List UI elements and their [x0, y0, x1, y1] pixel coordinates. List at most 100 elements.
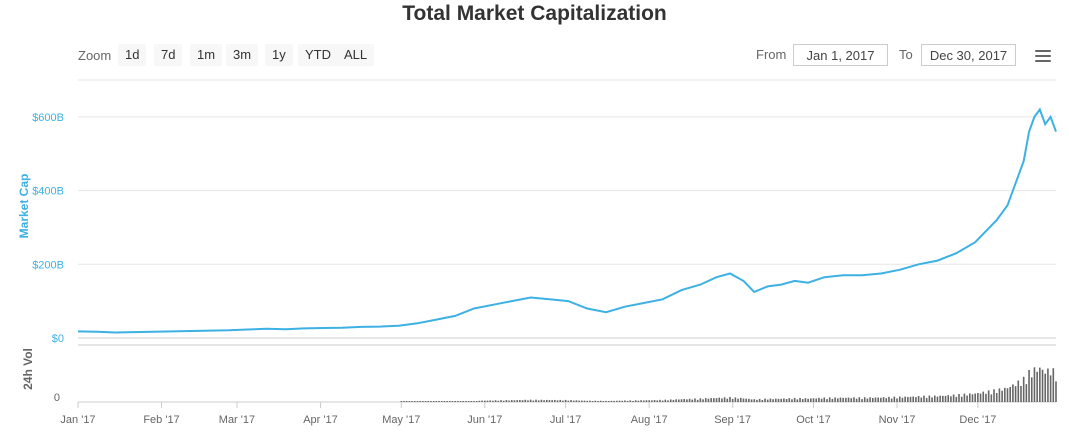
volume-bar — [465, 401, 467, 402]
volume-bar — [1017, 380, 1020, 402]
volume-bar — [562, 400, 564, 402]
volume-bar — [521, 400, 524, 402]
volume-bar — [896, 398, 898, 402]
volume-bar — [616, 400, 618, 402]
x-tick-label: Sep '17 — [714, 414, 751, 426]
x-tick-label: May '17 — [382, 414, 420, 426]
volume-bar — [543, 400, 545, 402]
volume-bar — [871, 398, 874, 402]
x-tick-label: Apr '17 — [303, 414, 338, 426]
zoom-all-button[interactable]: ALL — [337, 44, 375, 66]
volume-bar — [950, 396, 952, 402]
volume-bar — [610, 400, 613, 402]
volume-bar — [696, 399, 699, 402]
volume-bar — [594, 400, 597, 402]
volume-bar — [637, 400, 640, 402]
volume-bar — [815, 398, 818, 402]
volume-bar — [912, 396, 915, 402]
volume-bar — [551, 400, 553, 402]
volume-bar — [446, 401, 448, 402]
volume-bar — [982, 391, 985, 402]
volume-bar — [422, 401, 424, 402]
volume-bar — [831, 398, 834, 402]
volume-bar — [537, 400, 540, 402]
volume-bar — [812, 398, 815, 402]
volume-bar — [799, 397, 801, 402]
volume-bar — [443, 401, 446, 402]
volume-bar — [1006, 388, 1009, 402]
volume-bar — [675, 399, 677, 402]
volume-bar — [653, 400, 656, 402]
volume-bar — [925, 398, 928, 402]
volume-bar — [915, 397, 917, 402]
volume-bar — [621, 400, 624, 402]
volume-bar — [842, 397, 844, 402]
volume-bar — [761, 399, 764, 402]
volume-bar — [1012, 384, 1014, 402]
volume-bar — [1028, 369, 1030, 402]
volume-bar — [408, 401, 411, 402]
volume-bar — [818, 397, 820, 402]
y-tick-label: $600B — [32, 112, 64, 124]
volume-bar — [632, 400, 634, 402]
volume-bar — [963, 393, 966, 402]
volume-bar — [1004, 387, 1006, 402]
volume-bar — [890, 398, 893, 402]
volume-bar — [933, 395, 936, 402]
volume-bar — [977, 393, 979, 402]
volume-bar — [672, 399, 675, 402]
volume-bar — [583, 400, 586, 402]
volume-bar — [1020, 385, 1022, 402]
y-tick-label: $200B — [32, 259, 64, 271]
volume-bar — [713, 398, 715, 402]
volume-bar — [1044, 373, 1047, 402]
volume-bar — [484, 400, 486, 402]
x-tick-label: Nov '17 — [879, 414, 916, 426]
volume-bar — [678, 399, 680, 402]
zoom-ytd-button[interactable]: YTD — [298, 44, 338, 66]
volume-bar — [459, 401, 462, 402]
volume-bar — [1030, 377, 1033, 402]
volume-bar — [847, 397, 850, 402]
zoom-1y-button[interactable]: 1y — [265, 44, 293, 66]
volume-bar — [836, 398, 839, 402]
volume-bar — [548, 400, 551, 402]
y-tick-label: $0 — [52, 333, 64, 345]
volume-bar — [753, 399, 756, 402]
volume-bar — [605, 400, 607, 402]
volume-bar — [400, 401, 403, 402]
volume-bar — [995, 393, 998, 402]
volume-bar — [880, 397, 882, 402]
volume-bar — [826, 399, 828, 402]
volume-bar — [721, 398, 723, 402]
volume-bar — [624, 400, 626, 402]
volume-bar — [917, 395, 920, 402]
volume-bar — [952, 394, 955, 402]
chart-menu-button[interactable] — [1034, 48, 1052, 64]
volume-bar — [535, 399, 537, 402]
to-date-input[interactable]: Dec 30, 2017 — [921, 44, 1016, 66]
volume-bar — [820, 398, 823, 402]
volume-bar — [971, 394, 974, 402]
volume-bar — [475, 401, 478, 402]
zoom-1m-button[interactable]: 1m — [190, 44, 223, 66]
volume-bar — [775, 398, 777, 402]
volume-bar — [519, 399, 521, 402]
zoom-3m-button[interactable]: 3m — [226, 44, 259, 66]
volume-bar — [564, 399, 567, 402]
zoom-1d-button[interactable]: 1d — [118, 44, 147, 66]
volume-bar — [931, 397, 933, 402]
volume-bar — [500, 400, 502, 402]
zoom-7d-button[interactable]: 7d — [154, 44, 183, 66]
volume-bar — [683, 399, 685, 402]
volume-bar — [810, 398, 812, 402]
volume-bar — [748, 398, 750, 402]
volume-bar — [473, 401, 475, 402]
volume-bar — [985, 393, 987, 402]
volume-bar — [928, 395, 931, 402]
volume-bar — [486, 400, 489, 402]
volume-bar — [923, 395, 925, 402]
volume-bar — [855, 398, 858, 402]
from-date-input[interactable]: Jan 1, 2017 — [793, 44, 888, 66]
volume-bar — [734, 397, 737, 402]
